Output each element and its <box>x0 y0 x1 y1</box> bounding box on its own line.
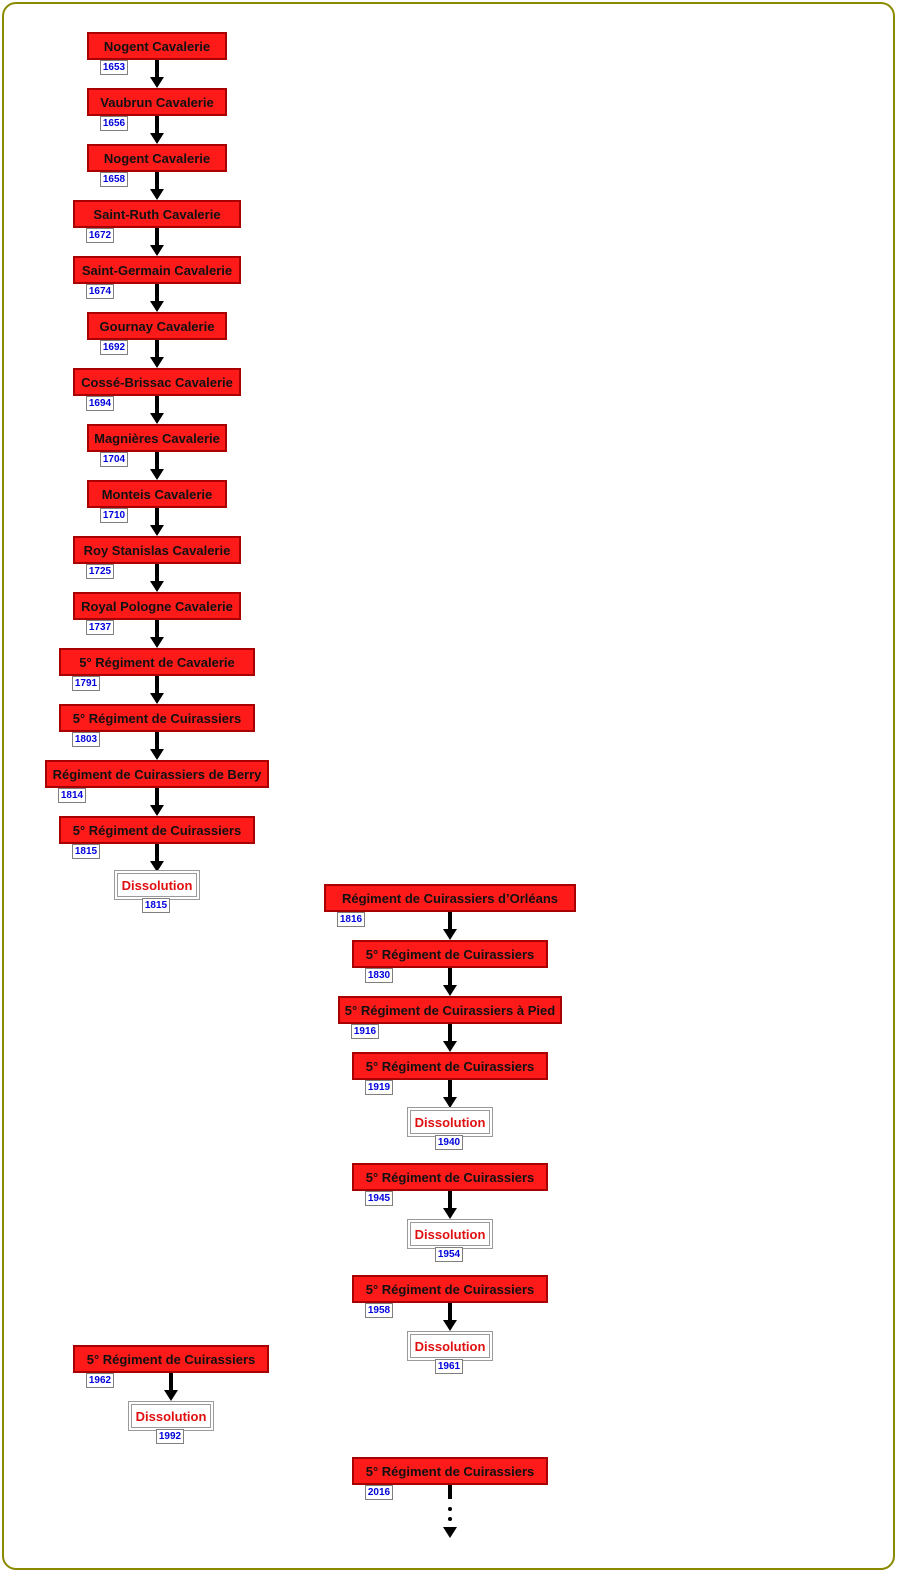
arrow-down <box>443 1024 457 1052</box>
arrow-down <box>150 172 164 200</box>
year-badge: 1710 <box>100 508 128 523</box>
arrow-down <box>443 968 457 996</box>
year-badge: 1694 <box>86 396 114 411</box>
arrow-down <box>150 844 164 872</box>
arrow-down <box>443 1191 457 1219</box>
year-badge: 1992 <box>156 1429 184 1444</box>
year-badge: 1653 <box>100 60 128 75</box>
arrow-down <box>150 676 164 704</box>
year-badge: 1737 <box>86 620 114 635</box>
year-badge: 1962 <box>86 1373 114 1388</box>
lineage-node: Régiment de Cuirassiers d’Orléans <box>324 884 576 912</box>
dissolution-node: Dissolution <box>407 1331 493 1361</box>
year-badge: 1916 <box>351 1024 379 1039</box>
dissolution-node: Dissolution <box>114 870 200 900</box>
arrow-down <box>164 1373 178 1401</box>
lineage-node: 5° Régiment de Cuirassiers <box>352 1163 548 1191</box>
year-badge: 1791 <box>72 676 100 691</box>
year-badge: 1658 <box>100 172 128 187</box>
arrow-down <box>150 60 164 88</box>
year-badge: 1814 <box>58 788 86 803</box>
year-badge: 1725 <box>86 564 114 579</box>
lineage-node: Monteis Cavalerie <box>87 480 227 508</box>
lineage-node: 5° Régiment de Cuirassiers <box>352 1275 548 1303</box>
lineage-node: Roy Stanislas Cavalerie <box>73 536 241 564</box>
dissolution-node: Dissolution <box>128 1401 214 1431</box>
arrow-down <box>150 228 164 256</box>
lineage-node: 5° Régiment de Cuirassiers <box>73 1345 269 1373</box>
lineage-node: Vaubrun Cavalerie <box>87 88 227 116</box>
year-badge: 1656 <box>100 116 128 131</box>
year-badge: 2016 <box>365 1485 393 1500</box>
lineage-node: Nogent Cavalerie <box>87 144 227 172</box>
lineage-node: Saint-Germain Cavalerie <box>73 256 241 284</box>
lineage-node: 5° Régiment de Cuirassiers <box>59 704 255 732</box>
year-badge: 1815 <box>142 898 170 913</box>
lineage-node: 5° Régiment de Cavalerie <box>59 648 255 676</box>
year-badge: 1919 <box>365 1080 393 1095</box>
dissolution-node: Dissolution <box>407 1107 493 1137</box>
year-badge: 1674 <box>86 284 114 299</box>
year-badge: 1945 <box>365 1191 393 1206</box>
arrow-down <box>150 284 164 312</box>
year-badge: 1704 <box>100 452 128 467</box>
lineage-node: Royal Pologne Cavalerie <box>73 592 241 620</box>
year-badge: 1830 <box>365 968 393 983</box>
arrow-down <box>443 1303 457 1331</box>
year-badge: 1954 <box>435 1247 463 1262</box>
lineage-node: Saint-Ruth Cavalerie <box>73 200 241 228</box>
lineage-node: Nogent Cavalerie <box>87 32 227 60</box>
year-badge: 1815 <box>72 844 100 859</box>
lineage-node: Magnières Cavalerie <box>87 424 227 452</box>
year-badge: 1961 <box>435 1359 463 1374</box>
arrow-down <box>150 396 164 424</box>
arrow-down <box>443 1080 457 1108</box>
lineage-node: 5° Régiment de Cuirassiers <box>352 1052 548 1080</box>
lineage-node: 5° Régiment de Cuirassiers <box>59 816 255 844</box>
arrow-down <box>150 564 164 592</box>
arrow-down <box>150 508 164 536</box>
dissolution-node: Dissolution <box>407 1219 493 1249</box>
year-badge: 1672 <box>86 228 114 243</box>
year-badge: 1958 <box>365 1303 393 1318</box>
arrow-down <box>150 620 164 648</box>
lineage-node: 5° Régiment de Cuirassiers <box>352 1457 548 1485</box>
lineage-node: 5° Régiment de Cuirassiers à Pied <box>338 996 562 1024</box>
lineage-node: 5° Régiment de Cuirassiers <box>352 940 548 968</box>
arrow-down <box>150 116 164 144</box>
arrow-down <box>150 732 164 760</box>
lineage-node: Cossé-Brissac Cavalerie <box>73 368 241 396</box>
lineage-node: Gournay Cavalerie <box>87 312 227 340</box>
year-badge: 1692 <box>100 340 128 355</box>
year-badge: 1816 <box>337 912 365 927</box>
arrow-down <box>150 788 164 816</box>
year-badge: 1803 <box>72 732 100 747</box>
continuation-arrow <box>443 1485 457 1541</box>
lineage-node: Régiment de Cuirassiers de Berry <box>45 760 269 788</box>
arrow-down <box>150 340 164 368</box>
year-badge: 1940 <box>435 1135 463 1150</box>
arrow-down <box>150 452 164 480</box>
arrow-down <box>443 912 457 940</box>
